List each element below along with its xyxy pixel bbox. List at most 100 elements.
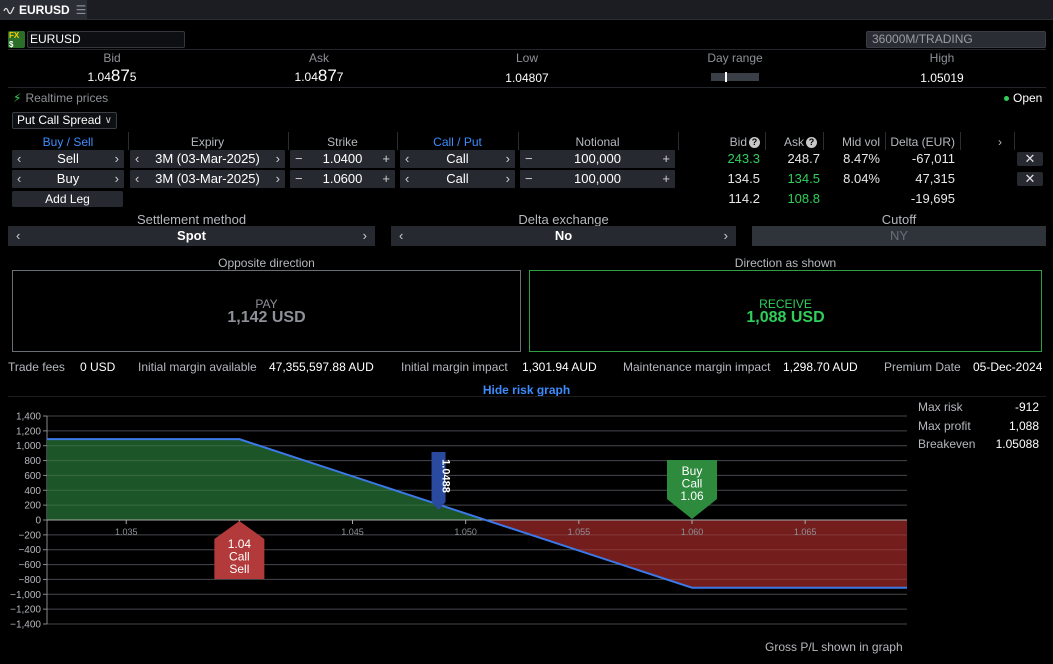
low-value: 1.04807 <box>505 71 549 85</box>
y-tick-label: 400 <box>24 486 41 497</box>
divider <box>8 396 1046 397</box>
chevron-left-icon[interactable]: ‹ <box>405 151 410 166</box>
leg1-strike[interactable]: −1.0400 + <box>290 150 395 168</box>
minus-icon[interactable]: − <box>295 171 303 186</box>
leg2-bid[interactable]: 134.5 <box>727 171 760 186</box>
leg2-strike[interactable]: −1.0600 + <box>290 170 395 188</box>
minus-icon[interactable]: − <box>525 151 533 166</box>
chevron-right-icon[interactable]: › <box>275 151 280 166</box>
ask-price[interactable]: 1.04877 <box>294 66 344 85</box>
receive-amount: 1,088 USD <box>746 309 825 326</box>
total-bid: 114.2 <box>728 191 760 206</box>
chevron-left-icon[interactable]: ‹ <box>16 228 21 243</box>
leg1-type[interactable]: ‹ Call › <box>400 150 515 168</box>
chevron-left-icon[interactable]: ‹ <box>17 151 22 166</box>
ask-label: Ask <box>308 51 329 65</box>
bid-price[interactable]: 1.04875 <box>87 66 137 85</box>
hide-risk-graph-link[interactable]: Hide risk graph <box>482 383 571 397</box>
hamburger-icon[interactable]: ☰ <box>75 3 87 17</box>
plus-icon[interactable]: + <box>382 151 390 166</box>
y-tick-label: −1,400 <box>10 620 41 631</box>
margin-available-label: Initial margin available <box>138 360 257 374</box>
chevron-right-icon[interactable]: › <box>114 171 119 186</box>
leg1-bid[interactable]: 243.3 <box>727 151 760 166</box>
tab-title: EURUSD <box>19 3 70 17</box>
leg2-notional[interactable]: −100,000 + <box>520 170 675 188</box>
leg2-type[interactable]: ‹ Call › <box>400 170 515 188</box>
market-status: Open <box>1004 91 1042 105</box>
leg1-expiry[interactable]: ‹ 3M (03-Mar-2025) › <box>130 150 285 168</box>
max-profit-value: 1,088 <box>1008 419 1039 433</box>
symbol-input[interactable]: EURUSD <box>27 31 185 48</box>
high-value: 1.05019 <box>920 71 964 85</box>
help-icon[interactable]: ? <box>749 137 760 149</box>
account-selector[interactable]: 36000M/TRADING <box>866 31 1046 48</box>
chevron-right-icon[interactable]: › <box>505 171 510 186</box>
shown-direction-button[interactable]: RECEIVE 1,088 USD <box>529 270 1042 352</box>
chevron-left-icon[interactable]: ‹ <box>399 228 404 243</box>
bid-label: Bid <box>103 51 121 65</box>
receive-label: RECEIVE <box>759 297 812 311</box>
opposite-direction-label: Opposite direction <box>218 256 315 270</box>
minus-icon[interactable]: − <box>525 171 533 186</box>
settlement-method-select[interactable]: ‹ Spot › <box>8 226 375 246</box>
col-bid: Bid? <box>690 135 760 149</box>
tab-eurusd[interactable]: EURUSD ☰ <box>0 0 87 20</box>
leg1-side[interactable]: ‹ Sell › <box>12 150 124 168</box>
y-tick-label: 1,400 <box>16 412 41 423</box>
col-call-put: Call / Put <box>433 135 482 149</box>
chevron-right-icon[interactable]: › <box>275 171 280 186</box>
x-tick-label: 1.055 <box>568 527 591 537</box>
help-icon[interactable]: ? <box>806 137 817 149</box>
leg1-ask[interactable]: 248.7 <box>787 151 820 166</box>
chevron-right-icon[interactable]: › <box>362 228 367 243</box>
max-risk-label: Max risk <box>918 400 963 414</box>
plus-icon[interactable]: + <box>662 151 670 166</box>
y-tick-label: 200 <box>24 501 41 512</box>
leg1-notional[interactable]: −100,000 + <box>520 150 675 168</box>
opposite-direction-button[interactable]: PAY 1,142 USD <box>12 270 521 352</box>
leg2-ask[interactable]: 134.5 <box>787 171 820 186</box>
scroll-right-icon[interactable]: › <box>998 135 1002 149</box>
col-mid-vol: Mid vol <box>841 135 880 149</box>
col-sep <box>518 132 519 150</box>
chevron-right-icon[interactable]: › <box>114 151 119 166</box>
col-sep <box>288 132 289 150</box>
leg1-remove-close-icon[interactable]: ✕ <box>1017 152 1043 166</box>
chevron-right-icon[interactable]: › <box>723 228 728 243</box>
col-delta: Delta (EUR) <box>890 135 955 149</box>
chevron-left-icon[interactable]: ‹ <box>405 171 410 186</box>
minus-icon[interactable]: − <box>295 151 303 166</box>
strategy-select[interactable]: Put Call Spread ∨ <box>12 112 117 129</box>
plus-icon[interactable]: + <box>382 171 390 186</box>
chevron-left-icon[interactable]: ‹ <box>17 171 22 186</box>
y-tick-label: 600 <box>24 471 41 482</box>
chevron-left-icon[interactable]: ‹ <box>135 171 140 186</box>
realtime-status: ⚡ Realtime prices <box>13 91 109 105</box>
col-strike: Strike <box>327 135 358 149</box>
col-sep <box>765 132 766 150</box>
chevron-left-icon[interactable]: ‹ <box>135 151 140 166</box>
profit-area <box>47 439 486 520</box>
margin-impact-label: Initial margin impact <box>401 360 508 374</box>
risk-graph[interactable]: 1,400 1,200 1,000 800 600 400 200 0 −200 −400 −600… <box>0 400 915 640</box>
day-range-bar <box>711 73 759 81</box>
y-tick-label: 0 <box>35 516 41 527</box>
leg2-side[interactable]: ‹ Buy › <box>12 170 124 188</box>
leg2-remove-close-icon[interactable]: ✕ <box>1017 172 1043 186</box>
y-tick-label: −200 <box>18 530 41 541</box>
plus-icon[interactable]: + <box>662 171 670 186</box>
maintenance-margin-value: 1,298.70 AUD <box>783 360 858 374</box>
chevron-right-icon[interactable]: › <box>505 151 510 166</box>
chevron-down-icon: ∨ <box>104 115 112 126</box>
col-notional: Notional <box>575 135 620 149</box>
total-delta: -19,695 <box>910 191 955 206</box>
y-tick-label: −1,000 <box>10 590 41 601</box>
y-tick-label: −600 <box>18 560 41 571</box>
strike-marker-label: Call <box>229 550 250 564</box>
add-leg-button[interactable]: Add Leg <box>12 191 123 207</box>
leg2-expiry[interactable]: ‹ 3M (03-Mar-2025) › <box>130 170 285 188</box>
delta-exchange-select[interactable]: ‹ No › <box>391 226 736 246</box>
spot-marker-tip <box>431 502 446 510</box>
divider <box>8 49 1046 50</box>
